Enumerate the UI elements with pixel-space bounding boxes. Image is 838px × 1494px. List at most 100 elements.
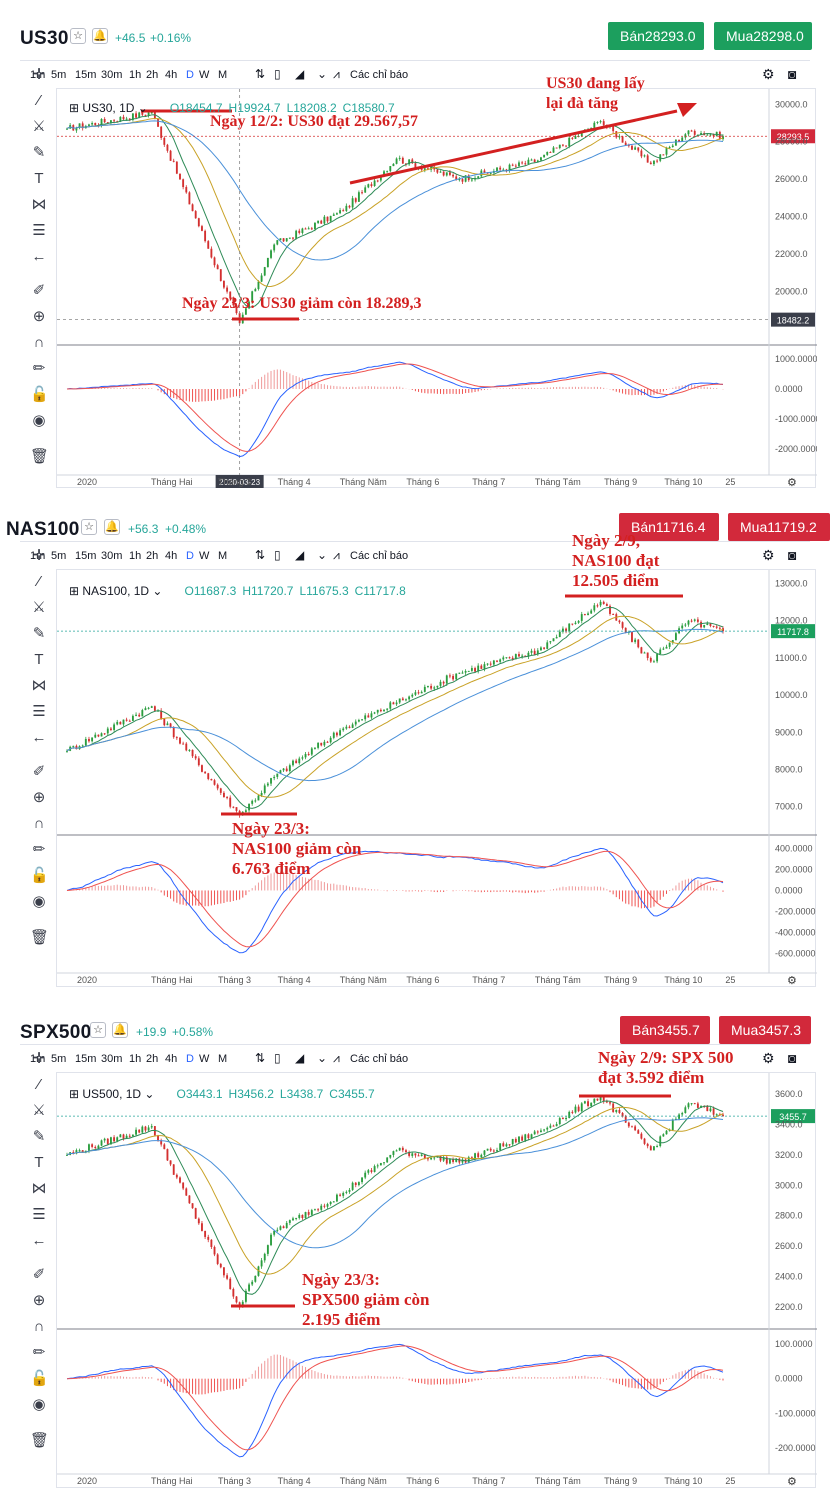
- area-style-icon[interactable]: ◢: [295, 548, 305, 562]
- ruler-icon[interactable]: ✐: [32, 1266, 46, 1283]
- back-arrow-icon[interactable]: ←: [31, 729, 47, 746]
- star-icon[interactable]: ☆: [81, 519, 97, 535]
- star-icon[interactable]: ☆: [90, 1022, 106, 1038]
- sell-button[interactable]: Bán11716.4: [619, 513, 719, 541]
- trash-icon[interactable]: 🗑: [30, 929, 50, 946]
- timeframe-2h[interactable]: 2h: [146, 1053, 159, 1065]
- buy-button[interactable]: Mua3457.3: [719, 1016, 811, 1044]
- candle-style-icon[interactable]: ▯: [274, 67, 281, 81]
- timeframe-30m[interactable]: 30m: [101, 1053, 123, 1065]
- timeframe-1m[interactable]: 1m: [30, 69, 46, 81]
- trend-line-icon[interactable]: ⁄: [37, 92, 41, 109]
- timeframe-D[interactable]: D: [186, 550, 194, 562]
- timeframe-4h[interactable]: 4h: [165, 1053, 178, 1065]
- area-style-icon[interactable]: ◢: [295, 67, 305, 81]
- area-style-icon[interactable]: ◢: [295, 1051, 305, 1065]
- brush-icon[interactable]: ✎: [32, 1128, 46, 1145]
- magnet-icon[interactable]: ∩: [33, 334, 45, 351]
- bar-type-icon[interactable]: ⇅: [255, 548, 266, 562]
- candle-style-icon[interactable]: ▯: [274, 548, 281, 562]
- timeframe-30m[interactable]: 30m: [101, 69, 123, 81]
- indicators-icon[interactable]: ⩘: [333, 548, 340, 562]
- camera-icon[interactable]: ◙: [788, 547, 797, 563]
- timeframe-M[interactable]: M: [218, 1053, 228, 1065]
- timeframe-M[interactable]: M: [218, 69, 228, 81]
- timeframe-1h[interactable]: 1h: [129, 69, 142, 81]
- indicators-icon[interactable]: ⩘: [333, 1051, 340, 1065]
- price-chart-svg[interactable]: 3455.7 3600.0 3400.0 3200.0 3000.0 2800.0 2600…: [57, 1073, 817, 1489]
- sell-button[interactable]: Bán28293.0: [608, 22, 704, 50]
- trend-line-icon[interactable]: ⁄: [37, 573, 41, 590]
- timeframe-1h[interactable]: 1h: [129, 1053, 142, 1065]
- crosshair-icon[interactable]: ✛: [32, 547, 46, 564]
- settings-gear-icon[interactable]: ⚙: [762, 66, 775, 82]
- magnet-icon[interactable]: ∩: [33, 815, 45, 832]
- alert-bell-icon[interactable]: 🔔: [112, 1022, 128, 1038]
- settings-gear-icon[interactable]: ⚙: [762, 547, 775, 563]
- price-chart-svg[interactable]: 11717.8 13000.0 12000.0 11000.0 10000.0 9000.…: [57, 570, 817, 988]
- text-tool-icon[interactable]: T: [34, 170, 44, 187]
- pattern-icon[interactable]: ⋈: [31, 677, 47, 694]
- timeframe-15m[interactable]: 15m: [75, 1053, 97, 1065]
- bar-type-icon[interactable]: ⇅: [255, 1051, 266, 1065]
- indicators-button[interactable]: Các chỉ báo: [350, 1053, 409, 1065]
- pattern-icon[interactable]: ⋈: [31, 1180, 47, 1197]
- text-tool-icon[interactable]: T: [34, 1154, 44, 1171]
- lock-draw-icon[interactable]: ✏: [32, 841, 46, 858]
- buy-button[interactable]: Mua28298.0: [714, 22, 812, 50]
- fib-tool-icon[interactable]: ⚔: [32, 1102, 46, 1119]
- ruler-icon[interactable]: ✐: [32, 282, 46, 299]
- buy-button[interactable]: Mua11719.2: [728, 513, 830, 541]
- zoom-in-icon[interactable]: ⊕: [32, 308, 46, 325]
- candle-style-icon[interactable]: ▯: [274, 1051, 281, 1065]
- ruler-icon[interactable]: ✐: [32, 763, 46, 780]
- back-arrow-icon[interactable]: ←: [31, 248, 47, 265]
- camera-icon[interactable]: ◙: [788, 66, 797, 82]
- unlock-icon[interactable]: 🔓: [30, 1370, 49, 1387]
- indicators-button[interactable]: Các chỉ báo: [350, 550, 409, 562]
- unlock-icon[interactable]: 🔓: [30, 386, 49, 403]
- unlock-icon[interactable]: 🔓: [30, 867, 49, 884]
- alert-bell-icon[interactable]: 🔔: [92, 28, 108, 44]
- lock-draw-icon[interactable]: ✏: [32, 360, 46, 377]
- eye-icon[interactable]: ◉: [32, 1396, 46, 1413]
- settings-gear-icon[interactable]: ⚙: [762, 1050, 775, 1066]
- text-tool-icon[interactable]: T: [34, 651, 44, 668]
- zoom-in-icon[interactable]: ⊕: [32, 1292, 46, 1309]
- chevron-down-icon[interactable]: ⌄: [317, 67, 328, 81]
- timeframe-15m[interactable]: 15m: [75, 69, 97, 81]
- indicators-button[interactable]: Các chỉ báo: [350, 69, 409, 81]
- chevron-down-icon[interactable]: ⌄: [317, 548, 328, 562]
- timeframe-2h[interactable]: 2h: [146, 69, 159, 81]
- brush-icon[interactable]: ✎: [32, 144, 46, 161]
- bar-type-icon[interactable]: ⇅: [255, 67, 266, 81]
- timeframe-W[interactable]: W: [199, 69, 210, 81]
- trash-icon[interactable]: 🗑: [30, 448, 50, 465]
- timeframe-30m[interactable]: 30m: [101, 550, 123, 562]
- timeframe-4h[interactable]: 4h: [165, 550, 178, 562]
- timeframe-W[interactable]: W: [199, 1053, 210, 1065]
- prediction-icon[interactable]: ☰: [32, 1206, 46, 1223]
- back-arrow-icon[interactable]: ←: [31, 1232, 47, 1249]
- axis-settings-icon[interactable]: ⚙: [787, 975, 797, 987]
- timeframe-1m[interactable]: 1m: [30, 1053, 46, 1065]
- timeframe-1h[interactable]: 1h: [129, 550, 142, 562]
- star-icon[interactable]: ☆: [70, 28, 86, 44]
- timeframe-1m[interactable]: 1m: [30, 550, 46, 562]
- price-chart-svg[interactable]: 28293.5 30000.0 28000.0 26000.0 24000.0 22000…: [57, 89, 821, 489]
- prediction-icon[interactable]: ☰: [32, 703, 46, 720]
- timeframe-2h[interactable]: 2h: [146, 550, 159, 562]
- zoom-in-icon[interactable]: ⊕: [32, 789, 46, 806]
- brush-icon[interactable]: ✎: [32, 625, 46, 642]
- timeframe-W[interactable]: W: [199, 550, 210, 562]
- timeframe-4h[interactable]: 4h: [165, 69, 178, 81]
- crosshair-icon[interactable]: ✛: [32, 66, 46, 83]
- lock-draw-icon[interactable]: ✏: [32, 1344, 46, 1361]
- sell-button[interactable]: Bán3455.7: [620, 1016, 710, 1044]
- timeframe-15m[interactable]: 15m: [75, 550, 97, 562]
- timeframe-5m[interactable]: 5m: [51, 1053, 67, 1065]
- axis-settings-icon[interactable]: ⚙: [787, 477, 797, 489]
- crosshair-icon[interactable]: ✛: [32, 1050, 46, 1067]
- indicators-icon[interactable]: ⩘: [333, 67, 340, 81]
- timeframe-5m[interactable]: 5m: [51, 550, 67, 562]
